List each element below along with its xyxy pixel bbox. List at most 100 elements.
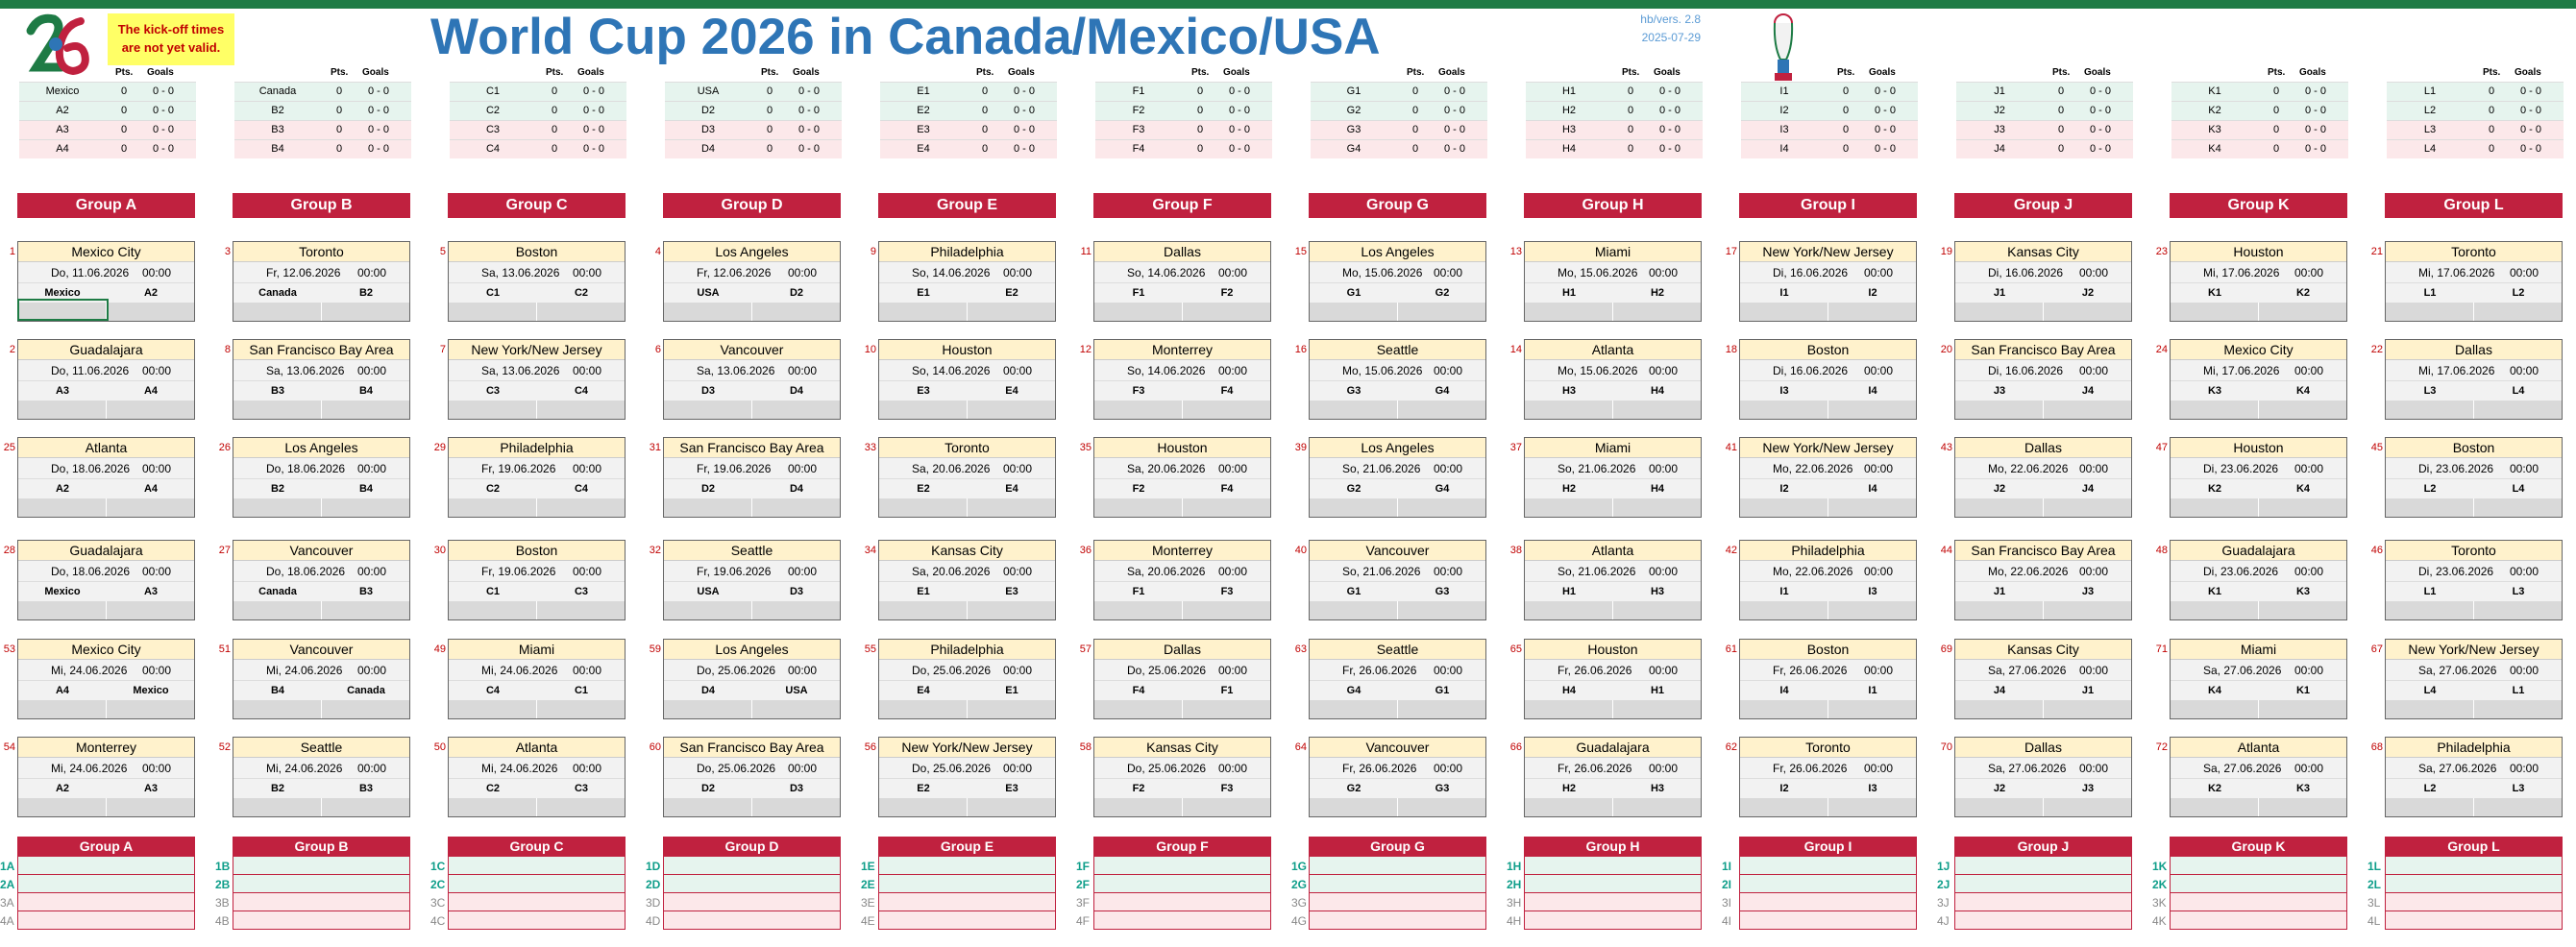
rank-cell[interactable] xyxy=(448,893,626,911)
match-card[interactable]: Toronto Fr, 26.06.2026 00:00 I2 I3 xyxy=(1739,737,1917,817)
away-score-input[interactable] xyxy=(107,798,194,816)
home-score-input[interactable] xyxy=(2386,700,2474,718)
home-score-input[interactable] xyxy=(1740,401,1828,419)
rank-cell[interactable] xyxy=(1309,911,1486,930)
home-score-input[interactable] xyxy=(1094,303,1183,321)
match-card[interactable]: Boston Fr, 19.06.2026 00:00 C1 C3 xyxy=(448,540,626,620)
standings-row[interactable]: K1 0 0 - 0 xyxy=(2171,82,2348,101)
rank-cell[interactable] xyxy=(233,911,410,930)
match-card[interactable]: Atlanta Sa, 27.06.2026 00:00 K2 K3 xyxy=(2170,737,2347,817)
match-card[interactable]: Boston Fr, 26.06.2026 00:00 I4 I1 xyxy=(1739,639,1917,719)
home-score-input[interactable] xyxy=(664,700,752,718)
home-score-input[interactable] xyxy=(879,700,968,718)
away-score-input[interactable] xyxy=(322,700,409,718)
home-score-input[interactable] xyxy=(2386,601,2474,619)
match-card[interactable]: Seattle Fr, 19.06.2026 00:00 USA D3 xyxy=(663,540,841,620)
away-score-input[interactable] xyxy=(1398,700,1485,718)
match-card[interactable]: San Francisco Bay Area Di, 16.06.2026 00:0… xyxy=(1954,339,2132,420)
away-score-input[interactable] xyxy=(2474,498,2562,517)
standings-row[interactable]: G2 0 0 - 0 xyxy=(1311,101,1487,120)
match-card[interactable]: Boston Di, 23.06.2026 00:00 L2 L4 xyxy=(2385,437,2563,518)
away-score-input[interactable] xyxy=(322,303,409,321)
away-score-input[interactable] xyxy=(1828,401,1916,419)
away-score-input[interactable] xyxy=(2044,601,2131,619)
home-score-input[interactable] xyxy=(664,401,752,419)
match-card[interactable]: Atlanta Do, 18.06.2026 00:00 A2 A4 xyxy=(17,437,195,518)
home-score-input[interactable] xyxy=(449,798,537,816)
rank-cell[interactable] xyxy=(663,875,841,893)
away-score-input[interactable] xyxy=(322,401,409,419)
match-card[interactable]: Los Angeles So, 21.06.2026 00:00 G2 G4 xyxy=(1309,437,1486,518)
home-score-input[interactable] xyxy=(879,601,968,619)
away-score-input[interactable] xyxy=(1183,303,1270,321)
rank-cell[interactable] xyxy=(1739,857,1917,875)
rank-cell[interactable] xyxy=(17,875,195,893)
standings-row[interactable]: I2 0 0 - 0 xyxy=(1741,101,1918,120)
home-score-input[interactable] xyxy=(1525,601,1613,619)
away-score-input[interactable] xyxy=(2044,401,2131,419)
standings-row[interactable]: J1 0 0 - 0 xyxy=(1956,82,2133,101)
away-score-input[interactable] xyxy=(1398,303,1485,321)
match-card[interactable]: Houston Di, 23.06.2026 00:00 K2 K4 xyxy=(2170,437,2347,518)
away-score-input[interactable] xyxy=(1613,601,1701,619)
home-score-input[interactable] xyxy=(879,498,968,517)
home-score-input[interactable] xyxy=(2386,798,2474,816)
standings-row[interactable]: K4 0 0 - 0 xyxy=(2171,139,2348,158)
standings-row[interactable]: L1 0 0 - 0 xyxy=(2387,82,2564,101)
rank-cell[interactable] xyxy=(1093,875,1271,893)
home-score-input[interactable] xyxy=(1310,498,1398,517)
away-score-input[interactable] xyxy=(537,303,625,321)
rank-cell[interactable] xyxy=(17,911,195,930)
away-score-input[interactable] xyxy=(1613,401,1701,419)
away-score-input[interactable] xyxy=(752,798,840,816)
home-score-input[interactable] xyxy=(2171,700,2259,718)
match-card[interactable]: Monterrey Sa, 20.06.2026 00:00 F1 F3 xyxy=(1093,540,1271,620)
home-score-input[interactable] xyxy=(1094,798,1183,816)
standings-row[interactable]: D2 0 0 - 0 xyxy=(665,101,842,120)
standings-row[interactable]: B3 0 0 - 0 xyxy=(234,120,411,139)
home-score-input[interactable] xyxy=(1310,798,1398,816)
home-score-input[interactable] xyxy=(233,498,322,517)
match-card[interactable]: Guadalajara Do, 18.06.2026 00:00 Mexico A3 xyxy=(17,540,195,620)
home-score-input[interactable] xyxy=(1955,498,2044,517)
home-score-input[interactable] xyxy=(2386,401,2474,419)
rank-cell[interactable] xyxy=(17,857,195,875)
home-score-input[interactable] xyxy=(449,401,537,419)
away-score-input[interactable] xyxy=(322,601,409,619)
away-score-input[interactable] xyxy=(107,303,194,321)
home-score-input[interactable] xyxy=(1955,700,2044,718)
home-score-input[interactable] xyxy=(664,303,752,321)
away-score-input[interactable] xyxy=(968,401,1055,419)
away-score-input[interactable] xyxy=(2044,798,2131,816)
home-score-input[interactable] xyxy=(2386,303,2474,321)
home-score-input[interactable] xyxy=(879,303,968,321)
match-card[interactable]: Toronto Di, 23.06.2026 00:00 L1 L3 xyxy=(2385,540,2563,620)
standings-row[interactable]: Canada 0 0 - 0 xyxy=(234,82,411,101)
away-score-input[interactable] xyxy=(752,700,840,718)
standings-row[interactable]: G3 0 0 - 0 xyxy=(1311,120,1487,139)
standings-row[interactable]: K3 0 0 - 0 xyxy=(2171,120,2348,139)
match-card[interactable]: Miami Mi, 24.06.2026 00:00 C4 C1 xyxy=(448,639,626,719)
standings-row[interactable]: Mexico 0 0 - 0 xyxy=(19,82,196,101)
rank-cell[interactable] xyxy=(1093,911,1271,930)
match-card[interactable]: Guadalajara Fr, 26.06.2026 00:00 H2 H3 xyxy=(1524,737,1702,817)
away-score-input[interactable] xyxy=(2474,798,2562,816)
away-score-input[interactable] xyxy=(752,601,840,619)
rank-cell[interactable] xyxy=(663,857,841,875)
home-score-input[interactable] xyxy=(18,303,107,321)
standings-row[interactable]: E1 0 0 - 0 xyxy=(880,82,1057,101)
match-card[interactable]: Monterrey Mi, 24.06.2026 00:00 A2 A3 xyxy=(17,737,195,817)
away-score-input[interactable] xyxy=(1183,498,1270,517)
away-score-input[interactable] xyxy=(2474,700,2562,718)
match-card[interactable]: Seattle Fr, 26.06.2026 00:00 G4 G1 xyxy=(1309,639,1486,719)
away-score-input[interactable] xyxy=(2474,303,2562,321)
home-score-input[interactable] xyxy=(2171,601,2259,619)
home-score-input[interactable] xyxy=(1094,401,1183,419)
away-score-input[interactable] xyxy=(968,303,1055,321)
rank-cell[interactable] xyxy=(233,893,410,911)
home-score-input[interactable] xyxy=(1740,700,1828,718)
match-card[interactable]: Seattle Mi, 24.06.2026 00:00 B2 B3 xyxy=(233,737,410,817)
away-score-input[interactable] xyxy=(2259,601,2346,619)
away-score-input[interactable] xyxy=(2259,401,2346,419)
home-score-input[interactable] xyxy=(1525,700,1613,718)
